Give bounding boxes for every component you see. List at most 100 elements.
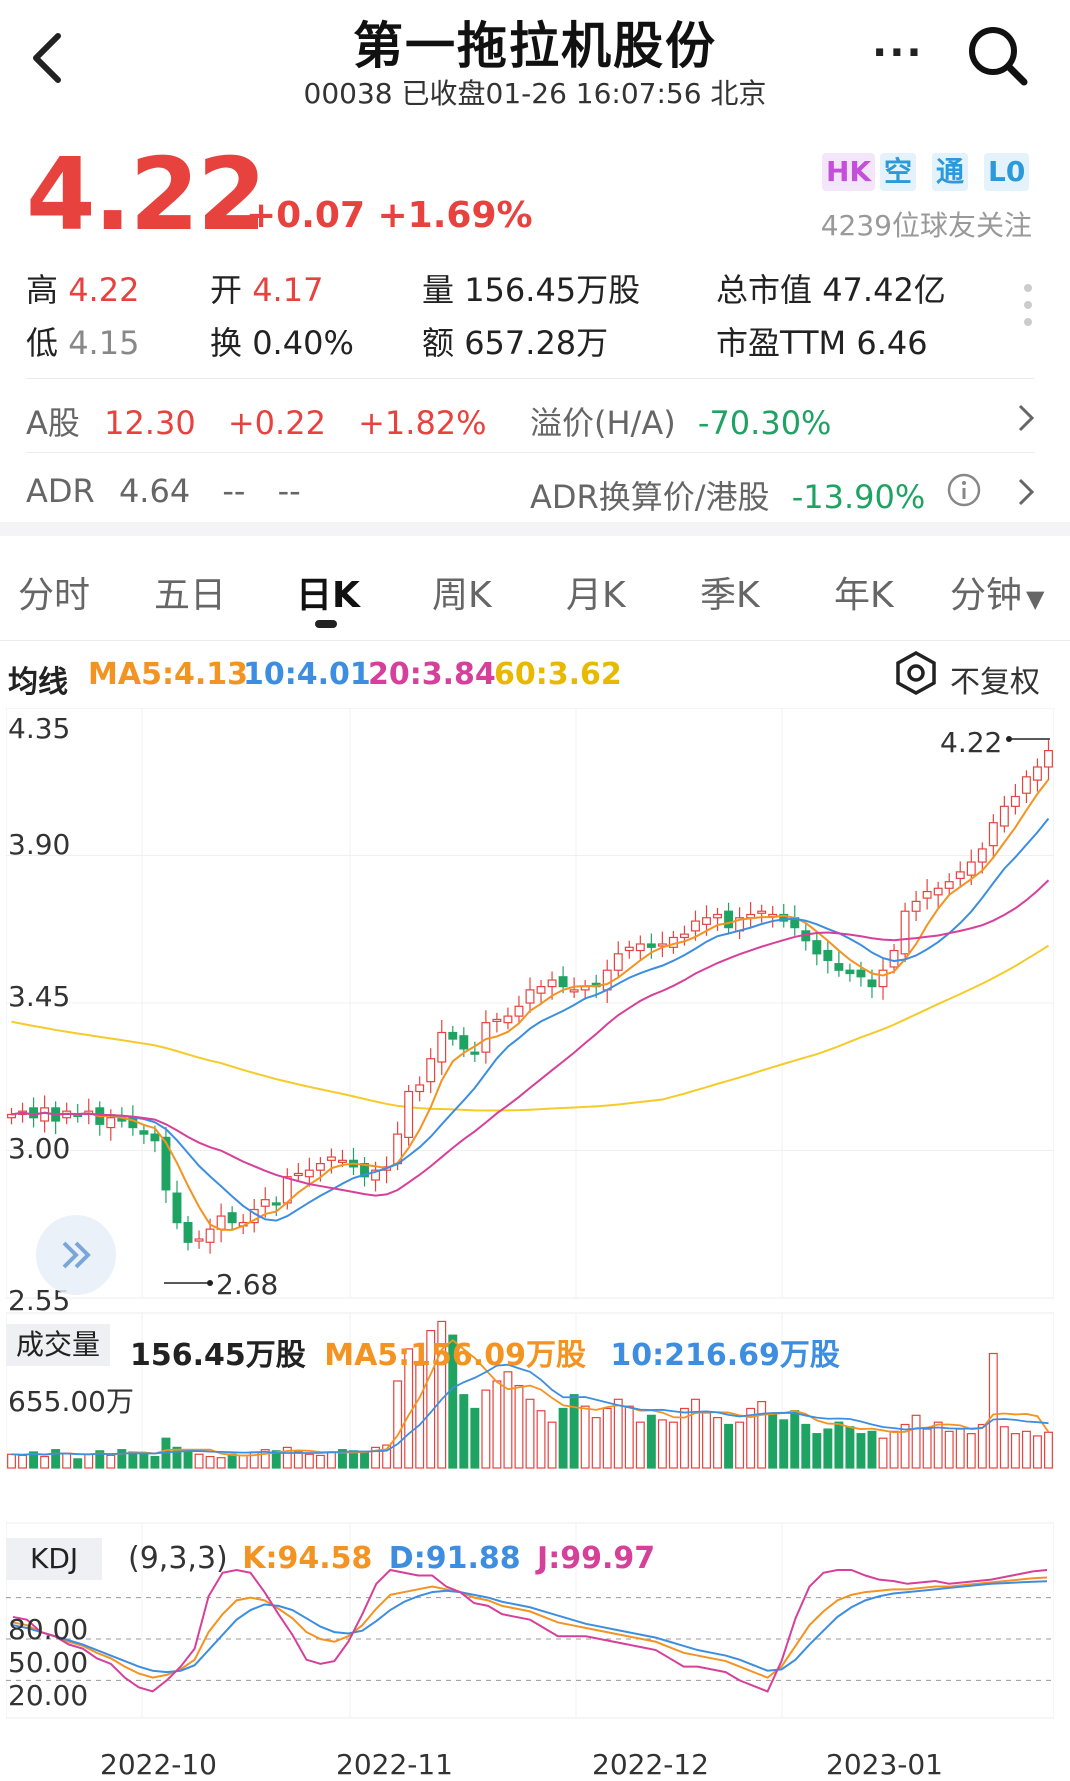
date-axis-label: 2022-12 bbox=[592, 1748, 709, 1781]
volume-legend: 156.45万股 MA5:156.09万股 10:216.69万股 bbox=[130, 1338, 840, 1373]
candle-body bbox=[812, 940, 822, 955]
volume-bar bbox=[624, 1405, 634, 1469]
tab-monthly-k[interactable]: 月K bbox=[566, 575, 626, 616]
candle-body bbox=[459, 1035, 469, 1050]
volume-bar bbox=[900, 1423, 910, 1469]
ashare-row[interactable]: A股 12.30 +0.22 +1.82% bbox=[26, 404, 487, 442]
volume-bar bbox=[580, 1405, 590, 1469]
volume-bar bbox=[558, 1407, 568, 1469]
volume-bar bbox=[713, 1417, 722, 1469]
candle-body bbox=[713, 913, 722, 919]
info-icon[interactable] bbox=[946, 472, 982, 508]
volume-bar bbox=[216, 1457, 226, 1469]
volume-bar bbox=[922, 1428, 932, 1469]
candle-body bbox=[536, 986, 546, 994]
stat-high: 高 4.22 bbox=[26, 271, 140, 309]
settings-hex-icon[interactable] bbox=[893, 650, 939, 696]
adr-conv-row[interactable]: ADR换算价/港股 -13.90% bbox=[530, 478, 926, 516]
stat-amount: 额 657.28万 bbox=[422, 324, 609, 362]
candle-body bbox=[1032, 766, 1042, 781]
ma10-line bbox=[11, 817, 1050, 1222]
candle-body bbox=[602, 969, 612, 991]
adjust-mode-button[interactable]: 不复权 bbox=[950, 665, 1040, 700]
ma5-line bbox=[11, 778, 1050, 1231]
more-menu-icon[interactable]: ··· bbox=[872, 30, 924, 76]
tab-five-day[interactable]: 五日 bbox=[154, 575, 227, 616]
chevron-right-icon[interactable] bbox=[1016, 402, 1036, 434]
double-chevron-icon bbox=[62, 1241, 91, 1269]
volume-bar bbox=[812, 1433, 822, 1469]
tab-minute[interactable]: 分钟 ▼ bbox=[950, 575, 1045, 616]
candle-body bbox=[845, 969, 855, 975]
candle-body bbox=[470, 1051, 480, 1055]
volume-bar bbox=[1010, 1433, 1020, 1469]
candle-body bbox=[1021, 776, 1031, 794]
volume-bar bbox=[966, 1433, 976, 1469]
volume-bar bbox=[492, 1380, 502, 1469]
volume-bar bbox=[393, 1380, 403, 1469]
volume-label: 成交量 bbox=[6, 1324, 111, 1366]
premium-row[interactable]: 溢价(H/A) -70.30% bbox=[530, 404, 832, 442]
price-axis-label: 4.35 bbox=[8, 712, 71, 745]
search-icon[interactable] bbox=[966, 24, 1028, 86]
tab-yearly-k[interactable]: 年K bbox=[834, 575, 894, 616]
price-axis-label: 3.90 bbox=[8, 828, 71, 861]
date-axis-label: 2023-01 bbox=[826, 1748, 943, 1781]
kdj-d-line bbox=[12, 1580, 1048, 1674]
volume-bar bbox=[382, 1444, 392, 1469]
candle-body bbox=[911, 900, 921, 912]
price-axis-label: 3.00 bbox=[8, 1132, 71, 1165]
candle-body bbox=[260, 1199, 270, 1207]
candle-body bbox=[304, 1169, 314, 1178]
candle-body bbox=[183, 1222, 193, 1243]
ma5-value: MA5:4.13 bbox=[88, 657, 248, 692]
stat-turnover: 换 0.40% bbox=[210, 324, 354, 362]
candle-body bbox=[702, 917, 711, 925]
candle-body bbox=[216, 1215, 226, 1230]
volume-bar bbox=[271, 1450, 281, 1469]
candle-body bbox=[503, 1015, 513, 1024]
volume-bar bbox=[999, 1426, 1009, 1469]
volume-bar bbox=[679, 1407, 689, 1469]
candle-body bbox=[646, 943, 656, 948]
tab-quarterly-k[interactable]: 季K bbox=[700, 575, 760, 616]
kdj-legend: (9,3,3) K:94.58 D:91.88 J:99.97 bbox=[128, 1541, 656, 1576]
volume-bar bbox=[536, 1410, 546, 1469]
volume-bar bbox=[260, 1449, 270, 1469]
page-title: 第一拖拉机股份 bbox=[353, 17, 717, 75]
volume-bar bbox=[702, 1412, 711, 1469]
back-icon[interactable] bbox=[28, 28, 68, 88]
volume-bar bbox=[911, 1414, 921, 1469]
chevron-right-icon[interactable] bbox=[1016, 476, 1036, 508]
volume-bar bbox=[349, 1450, 358, 1469]
tab-daily-k[interactable]: 日K bbox=[296, 575, 360, 616]
tag-level: L0 bbox=[984, 153, 1030, 191]
active-tab-indicator bbox=[315, 620, 337, 628]
volume-bar bbox=[867, 1430, 877, 1469]
price-panel bbox=[6, 708, 1054, 1299]
kline-chart[interactable] bbox=[6, 708, 1054, 1780]
followers-count[interactable]: 4239位球友关注 bbox=[820, 209, 1032, 242]
kdj-label[interactable]: KDJ bbox=[6, 1538, 103, 1580]
candle-body bbox=[315, 1163, 325, 1171]
candle-body bbox=[360, 1163, 369, 1178]
volume-bar bbox=[29, 1451, 39, 1469]
candle-body bbox=[834, 963, 844, 971]
volume-bar bbox=[371, 1446, 381, 1469]
ma10-value: 10:4.01 bbox=[243, 657, 371, 692]
tab-weekly-k[interactable]: 周K bbox=[432, 575, 492, 616]
candle-body bbox=[999, 805, 1009, 827]
volume-bar bbox=[779, 1419, 789, 1469]
adr-row[interactable]: ADR 4.64 -- -- bbox=[26, 472, 301, 510]
date-axis-label: 2022-10 bbox=[100, 1748, 217, 1781]
expand-stats-icon[interactable] bbox=[1024, 284, 1034, 335]
ma-legend-label: 均线 bbox=[8, 665, 68, 700]
volume-bar bbox=[569, 1394, 579, 1469]
volume-bar bbox=[481, 1389, 491, 1469]
divider bbox=[26, 378, 1034, 379]
volume-bar bbox=[40, 1455, 50, 1469]
volume-bar bbox=[117, 1449, 127, 1469]
volume-bar bbox=[724, 1423, 734, 1469]
expand-chart-button[interactable] bbox=[36, 1215, 116, 1295]
tab-intraday[interactable]: 分时 bbox=[18, 575, 91, 616]
